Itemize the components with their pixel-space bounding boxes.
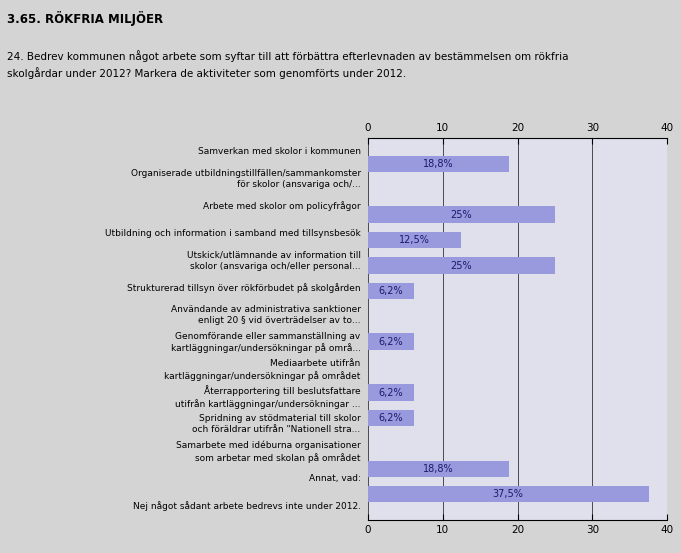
Text: Annat, vad:: Annat, vad: (308, 474, 361, 483)
Text: 12,5%: 12,5% (399, 235, 430, 245)
Text: Samarbete med idéburna organisationer
som arbetar med skolan på området: Samarbete med idéburna organisationer so… (176, 441, 361, 462)
Bar (368, 257, 555, 274)
Text: 18,8%: 18,8% (423, 464, 454, 474)
Text: 25%: 25% (451, 260, 472, 270)
Text: Strukturerad tillsyn över rökförbudet på skolgården: Strukturerad tillsyn över rökförbudet på… (127, 283, 361, 293)
Text: Arbete med skolor om policyfrågor: Arbete med skolor om policyfrågor (203, 201, 361, 211)
Text: 24. Bedrev kommunen något arbete som syftar till att förbättra efterlevnaden av : 24. Bedrev kommunen något arbete som syf… (7, 50, 569, 79)
Text: Mediaarbete utifrån
kartläggningar/undersökningar på området: Mediaarbete utifrån kartläggningar/under… (164, 359, 361, 380)
Text: 3.65. RÖKFRIA MILJÖER: 3.65. RÖKFRIA MILJÖER (7, 11, 163, 26)
Bar (368, 410, 414, 426)
Text: Utskick/utlämnande av information till
skolor (ansvariga och/eller personal...: Utskick/utlämnande av information till s… (187, 251, 361, 271)
Bar (368, 461, 509, 477)
Text: Organiserade utbildningstillfällen/sammankomster
för skolor (ansvariga och/...: Organiserade utbildningstillfällen/samma… (131, 169, 361, 189)
Bar (368, 384, 414, 401)
Bar (368, 486, 648, 503)
Bar (368, 232, 462, 248)
Text: Utbildning och information i samband med tillsynsbesök: Utbildning och information i samband med… (105, 229, 361, 238)
Text: Spridning av stödmaterial till skolor
och föräldrar utifrån "Nationell stra...: Spridning av stödmaterial till skolor oc… (193, 414, 361, 435)
Bar (368, 283, 414, 299)
Text: 6,2%: 6,2% (379, 388, 403, 398)
Text: 37,5%: 37,5% (493, 489, 524, 499)
Text: 6,2%: 6,2% (379, 337, 403, 347)
Text: 6,2%: 6,2% (379, 286, 403, 296)
Text: Återrapportering till beslutsfattare
utifrån kartläggningar/undersökningar ...: Återrapportering till beslutsfattare uti… (175, 385, 361, 409)
Bar (368, 155, 509, 172)
Text: Genomförande eller sammanställning av
kartläggningar/undersökningar på områ...: Genomförande eller sammanställning av ka… (171, 332, 361, 353)
Text: Användande av administrativa sanktioner
enligt 20 § vid överträdelser av to...: Användande av administrativa sanktioner … (171, 305, 361, 326)
Text: 25%: 25% (451, 210, 472, 220)
Text: Nej något sådant arbete bedrevs inte under 2012.: Nej något sådant arbete bedrevs inte und… (133, 501, 361, 511)
Text: 6,2%: 6,2% (379, 413, 403, 423)
Bar (368, 206, 555, 223)
Text: 18,8%: 18,8% (423, 159, 454, 169)
Bar (368, 333, 414, 350)
Text: Samverkan med skolor i kommunen: Samverkan med skolor i kommunen (197, 148, 361, 156)
